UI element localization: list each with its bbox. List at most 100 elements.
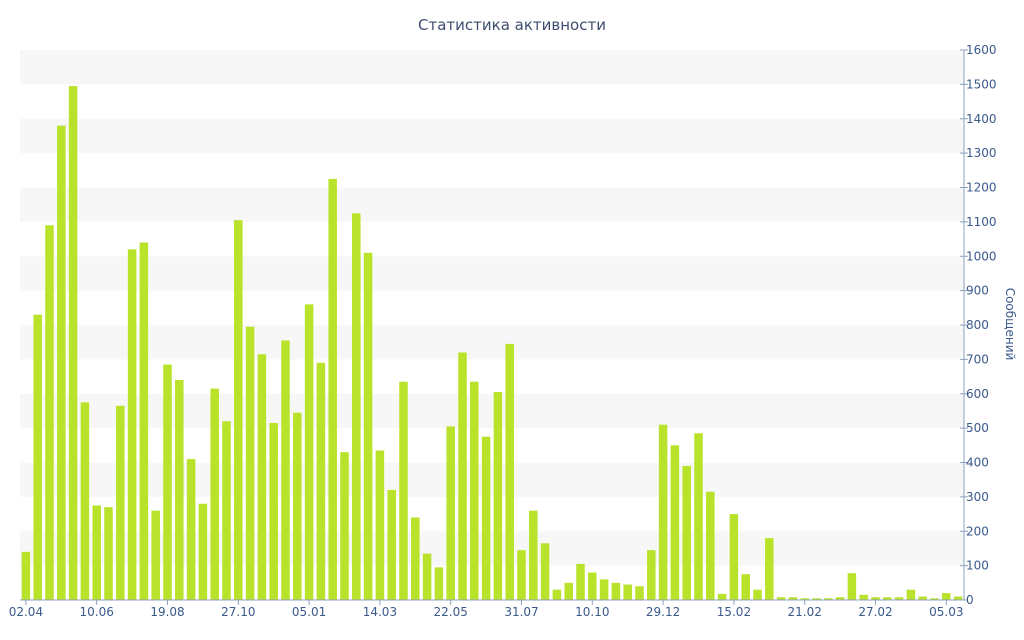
bar bbox=[116, 405, 125, 600]
bar bbox=[151, 510, 160, 600]
bar bbox=[234, 220, 243, 600]
y-tick-label: 900 bbox=[966, 284, 989, 298]
x-tick-label: 15.02 bbox=[717, 605, 751, 619]
bar bbox=[186, 459, 196, 600]
bar bbox=[788, 597, 798, 600]
bar bbox=[375, 450, 385, 600]
y-tick-label: 200 bbox=[966, 524, 989, 538]
x-tick-label: 29.12 bbox=[646, 605, 680, 619]
bar bbox=[623, 584, 632, 600]
bar bbox=[175, 380, 184, 600]
bar bbox=[835, 597, 845, 600]
bar bbox=[847, 573, 857, 600]
bar bbox=[918, 596, 927, 600]
y-tick-label: 600 bbox=[966, 387, 989, 401]
bar bbox=[422, 553, 432, 600]
bar bbox=[670, 445, 680, 600]
bar bbox=[894, 597, 904, 600]
y-tick-label: 1300 bbox=[966, 146, 997, 160]
bar bbox=[222, 421, 231, 600]
chart-title: Статистика активности bbox=[418, 16, 606, 34]
bar bbox=[540, 543, 550, 600]
bar bbox=[458, 352, 467, 600]
bar bbox=[352, 213, 361, 600]
bar bbox=[328, 178, 337, 600]
bar bbox=[281, 340, 290, 600]
x-tick-label: 19.08 bbox=[150, 605, 184, 619]
y-tick-label: 1400 bbox=[966, 112, 997, 126]
bar bbox=[883, 597, 892, 600]
x-tick-label: 27.02 bbox=[858, 605, 892, 619]
y-tick-label: 700 bbox=[966, 352, 989, 366]
y-tick-label: 400 bbox=[966, 456, 989, 470]
grid-band bbox=[20, 531, 964, 566]
bar bbox=[564, 582, 573, 600]
bar bbox=[812, 598, 821, 600]
bar bbox=[304, 304, 314, 600]
grid-band bbox=[20, 118, 964, 154]
bar bbox=[493, 392, 503, 600]
bar bbox=[517, 550, 526, 600]
bar bbox=[163, 364, 172, 600]
bar bbox=[411, 517, 420, 600]
bar bbox=[92, 505, 101, 600]
bar bbox=[776, 597, 786, 600]
bar bbox=[257, 354, 267, 600]
bar-series bbox=[21, 86, 963, 600]
bar bbox=[552, 589, 562, 600]
bar bbox=[57, 125, 66, 600]
y-tick-label: 1000 bbox=[966, 249, 997, 263]
y-tick-label: 1200 bbox=[966, 181, 997, 195]
x-tick-label: 02.04 bbox=[9, 605, 43, 619]
y-tick-label: 1100 bbox=[966, 215, 997, 229]
x-tick-label: 31.07 bbox=[504, 605, 538, 619]
bar bbox=[765, 538, 774, 600]
bar bbox=[68, 86, 78, 600]
y-axis: 0 100 200 300 400 500 600 700 800 900 1000 1100 1200… bbox=[960, 43, 997, 607]
bar bbox=[588, 572, 597, 600]
bar bbox=[33, 314, 42, 600]
bar bbox=[871, 597, 880, 600]
y-tick-label: 800 bbox=[966, 318, 989, 332]
bar bbox=[45, 225, 54, 600]
grid-bands bbox=[20, 50, 964, 566]
bar bbox=[387, 490, 396, 600]
bar bbox=[930, 598, 939, 600]
grid-band bbox=[20, 256, 964, 291]
bar bbox=[127, 249, 137, 600]
x-tick-label: 27.10 bbox=[221, 605, 255, 619]
bar bbox=[611, 582, 621, 600]
bar bbox=[505, 343, 514, 600]
bar bbox=[906, 589, 916, 600]
x-tick-label: 21.02 bbox=[788, 605, 822, 619]
bar bbox=[576, 563, 585, 600]
bar bbox=[269, 422, 278, 600]
bar bbox=[859, 594, 868, 600]
bar bbox=[446, 426, 455, 600]
x-tick-label: 05.01 bbox=[292, 605, 326, 619]
grid-band bbox=[20, 462, 964, 497]
bar bbox=[647, 550, 656, 600]
bar bbox=[21, 551, 31, 600]
x-tick-label: 22.05 bbox=[434, 605, 468, 619]
bar bbox=[104, 507, 113, 600]
bar bbox=[470, 381, 479, 600]
y-tick-label: 100 bbox=[966, 559, 989, 573]
bar bbox=[635, 586, 644, 600]
x-tick-label: 05.03 bbox=[929, 605, 963, 619]
bar bbox=[481, 436, 491, 600]
bar bbox=[729, 514, 739, 600]
bar bbox=[682, 465, 691, 600]
bar bbox=[942, 593, 951, 600]
y-tick-label: 1600 bbox=[966, 43, 997, 57]
y-tick-label: 500 bbox=[966, 421, 989, 435]
grid-band bbox=[20, 393, 964, 429]
x-tick-label: 10.06 bbox=[80, 605, 114, 619]
y-axis-title: Сообщений bbox=[1003, 288, 1017, 361]
bar bbox=[363, 252, 373, 600]
bar bbox=[139, 242, 149, 600]
bar bbox=[824, 598, 833, 600]
x-tick-label: 14.03 bbox=[363, 605, 397, 619]
grid-band bbox=[20, 325, 964, 360]
